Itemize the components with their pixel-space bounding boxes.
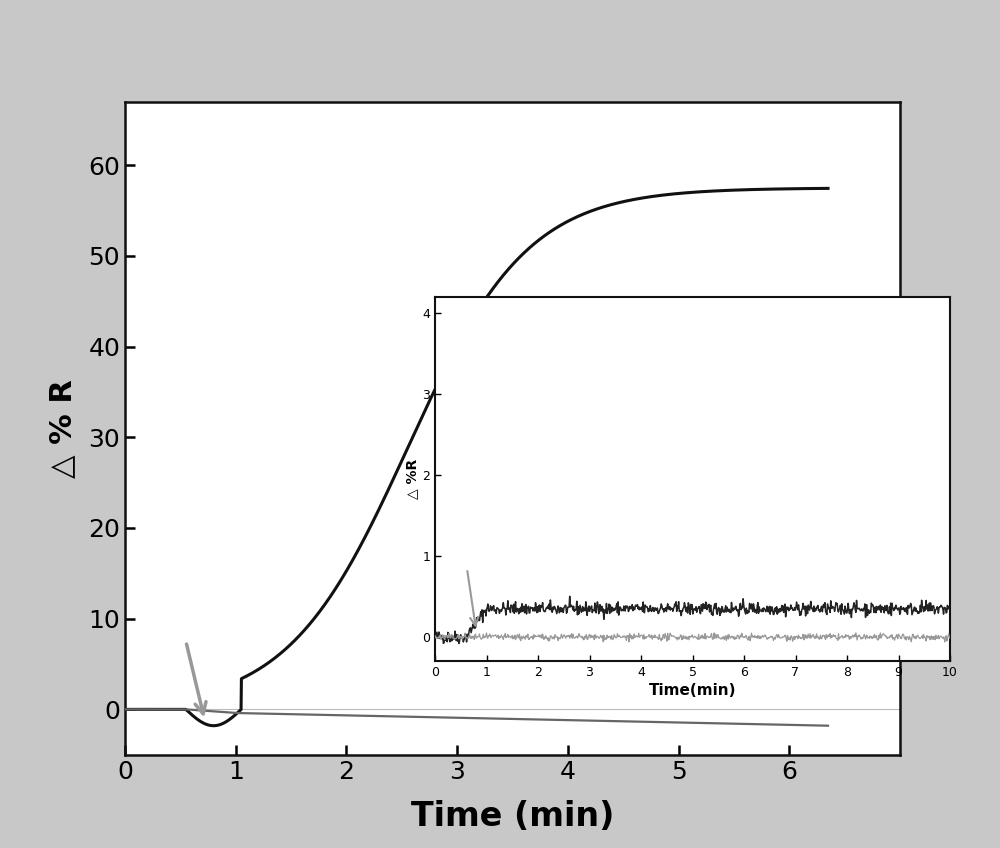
X-axis label: Time(min): Time(min) xyxy=(649,683,736,699)
X-axis label: Time (min): Time (min) xyxy=(411,801,614,834)
Y-axis label: △ %R: △ %R xyxy=(405,459,419,499)
Y-axis label: △ % R: △ % R xyxy=(48,379,77,477)
